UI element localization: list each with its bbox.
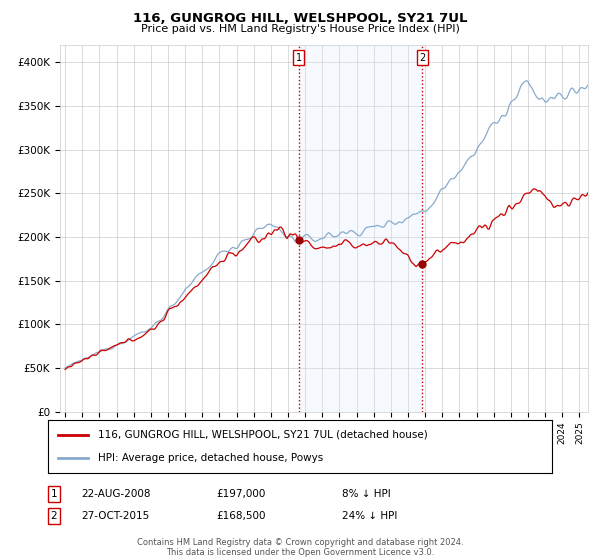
Text: Price paid vs. HM Land Registry's House Price Index (HPI): Price paid vs. HM Land Registry's House … xyxy=(140,24,460,34)
Text: HPI: Average price, detached house, Powys: HPI: Average price, detached house, Powy… xyxy=(98,453,323,463)
Text: 1: 1 xyxy=(50,489,58,499)
Text: 116, GUNGROG HILL, WELSHPOOL, SY21 7UL: 116, GUNGROG HILL, WELSHPOOL, SY21 7UL xyxy=(133,12,467,25)
Text: £168,500: £168,500 xyxy=(216,511,265,521)
Text: 2: 2 xyxy=(50,511,58,521)
Text: £197,000: £197,000 xyxy=(216,489,265,499)
Text: 22-AUG-2008: 22-AUG-2008 xyxy=(81,489,151,499)
Bar xyxy=(299,45,422,412)
Text: 8% ↓ HPI: 8% ↓ HPI xyxy=(342,489,391,499)
Text: 2: 2 xyxy=(419,53,425,63)
Text: 27-OCT-2015: 27-OCT-2015 xyxy=(81,511,149,521)
Text: 116, GUNGROG HILL, WELSHPOOL, SY21 7UL (detached house): 116, GUNGROG HILL, WELSHPOOL, SY21 7UL (… xyxy=(98,430,428,440)
Text: Contains HM Land Registry data © Crown copyright and database right 2024.
This d: Contains HM Land Registry data © Crown c… xyxy=(137,538,463,557)
Text: 1: 1 xyxy=(296,53,302,63)
Text: 24% ↓ HPI: 24% ↓ HPI xyxy=(342,511,397,521)
